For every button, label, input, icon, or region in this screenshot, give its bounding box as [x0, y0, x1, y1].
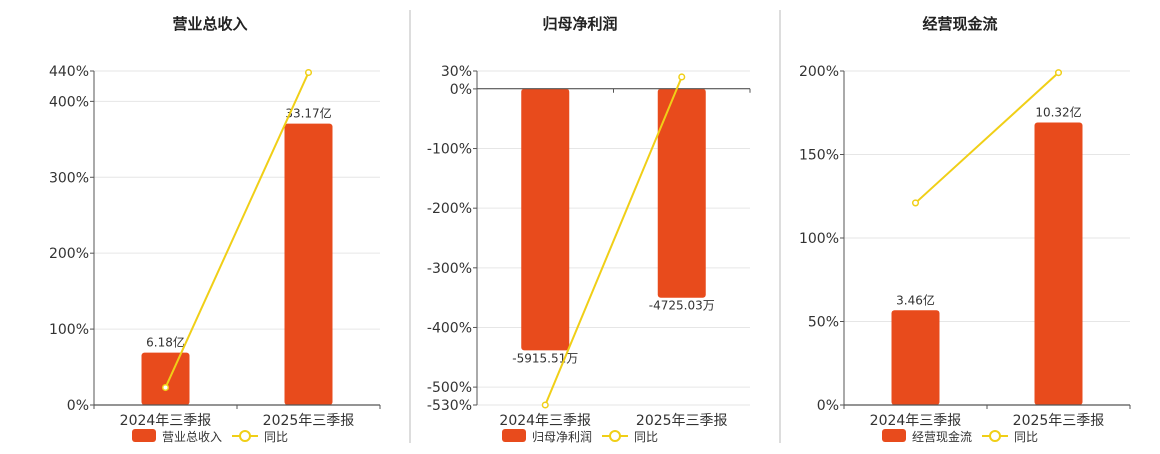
bar-data-label: -4725.03万	[649, 299, 715, 313]
y-tick-label: -530%	[427, 398, 472, 414]
chart-panel-3: 经营现金流 0% 50% 100% 150% 200% 3.46亿 10.32亿 2024年三季…	[799, 15, 1131, 444]
chart-title: 经营现金流	[922, 15, 997, 33]
legend-line-label: 同比	[264, 430, 288, 444]
line-series	[164, 72, 310, 388]
y-tick-label: -200%	[427, 201, 472, 217]
bar	[521, 88, 570, 351]
legend-bar-swatch	[882, 429, 906, 442]
bar-data-label: -5915.51万	[512, 351, 578, 365]
line-point	[911, 199, 920, 207]
line-point	[304, 68, 313, 77]
bar-data-label: 10.32亿	[1035, 104, 1081, 119]
y-tick-label: 0%	[450, 82, 472, 98]
line-series	[544, 76, 683, 406]
bar	[284, 123, 333, 406]
bar-data-label: 6.18亿	[146, 335, 185, 350]
x-tick-label: 2025年三季报	[263, 413, 355, 429]
x-tick-label: 2025年三季报	[636, 413, 728, 429]
y-tick-label: -100%	[427, 142, 472, 158]
bar	[141, 352, 190, 405]
y-tick-label: 440%	[49, 64, 89, 80]
y-tick-label: 0%	[817, 398, 839, 414]
y-tick-label: -500%	[427, 380, 472, 396]
y-tick-label: 100%	[799, 231, 839, 247]
legend-line-label: 同比	[634, 430, 658, 444]
y-tick-label: 200%	[49, 246, 89, 262]
chart-title: 营业总收入	[172, 15, 247, 33]
x-tick-label: 2025年三季报	[1013, 413, 1105, 429]
legend-bar-swatch	[502, 429, 526, 442]
x-tick-label: 2024年三季报	[120, 413, 212, 429]
y-tick-label: 300%	[49, 170, 89, 186]
legend-line-label: 同比	[1014, 430, 1038, 444]
bar	[657, 88, 706, 298]
y-tick-label: 50%	[808, 315, 839, 331]
y-tick-label: -300%	[427, 261, 472, 277]
bar	[891, 310, 940, 405]
legend-bar-label: 归母净利润	[532, 430, 592, 444]
y-tick-label: 100%	[49, 322, 89, 338]
y-tick-label: 400%	[49, 94, 89, 110]
y-tick-label: 30%	[441, 64, 472, 80]
legend-line-marker	[239, 430, 251, 442]
chart-title: 归母净利润	[542, 15, 617, 33]
bar-data-label: 3.46亿	[896, 292, 935, 307]
line-point	[161, 383, 170, 392]
x-tick-label: 2024年三季报	[499, 413, 591, 429]
y-tick-label: -400%	[427, 320, 472, 336]
legend-line-marker	[989, 430, 1001, 442]
x-tick-label: 2024年三季报	[870, 413, 962, 429]
legend-bar-swatch	[132, 429, 156, 442]
y-tick-label: 150%	[799, 148, 839, 164]
line-series	[914, 71, 1060, 204]
line-point	[678, 73, 686, 81]
legend-bar-label: 经营现金流	[912, 429, 972, 444]
legend-line-marker	[609, 430, 621, 442]
legend-bar-label: 营业总收入	[162, 430, 222, 444]
bar	[1034, 122, 1083, 406]
y-tick-label: 0%	[67, 398, 89, 414]
chart-panel-2: 归母净利润 -530% -500% -400% -300% -200% -100% 0% 30%…	[427, 15, 751, 444]
line-point	[1054, 69, 1063, 77]
bar-data-label: 33.17亿	[285, 106, 331, 121]
chart-panel-1: 营业总收入 0% 100% 200% 300% 400% 440% 6.18亿 33.17亿 20…	[49, 15, 381, 444]
y-tick-label: 200%	[799, 64, 839, 80]
line-point	[541, 401, 549, 409]
